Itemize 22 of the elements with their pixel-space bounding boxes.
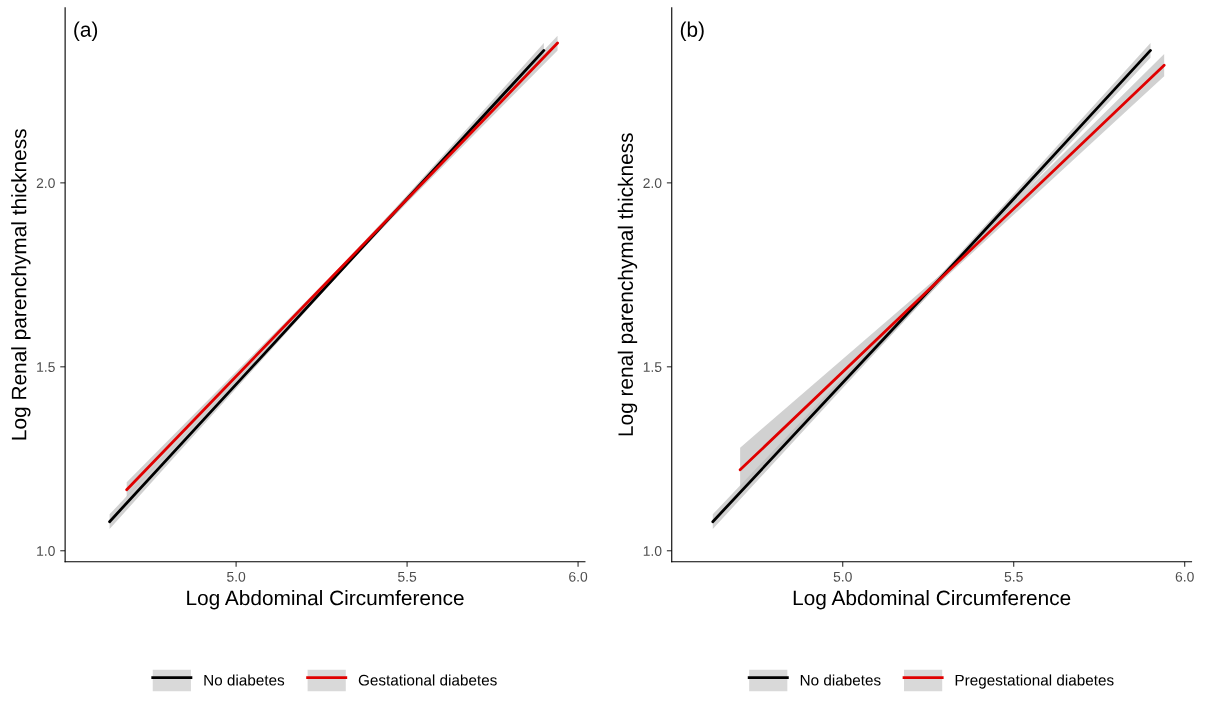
x-axis-title: Log Abdominal Circumference (187, 590, 464, 610)
legend-label: Pregestational diabetes (955, 674, 1114, 689)
legend-label: No diabetes (800, 674, 881, 686)
x-tick-label: 5.5 (1004, 572, 1023, 582)
y-tick-label: 1.5 (37, 362, 55, 372)
x-tick-label: 6.0 (1175, 571, 1194, 582)
x-tick-label: 5.0 (227, 571, 246, 582)
annotation: (b) (680, 21, 704, 42)
y-tick-label: 1.0 (37, 546, 55, 556)
annotation: (a) (74, 21, 98, 42)
legend-label: Gestational diabetes (358, 674, 497, 686)
y-axis-title: Log Renal parenchymal thickness (11, 129, 31, 440)
x-tick-label: 5.0 (833, 571, 852, 582)
y-tick-label: 1.5 (643, 362, 662, 372)
x-tick-label: 5.5 (397, 572, 417, 582)
y-tick-label: 2.0 (36, 178, 55, 189)
x-axis-title: Log Abdominal Circumference (793, 590, 1071, 610)
y-tick-label: 1.0 (643, 546, 662, 556)
x-tick-label: 6.0 (569, 571, 588, 582)
y-axis-title: Log renal parenchymal thickness (617, 133, 638, 436)
y-tick-label: 2.0 (643, 178, 662, 189)
legend-label: No diabetes (204, 674, 285, 686)
